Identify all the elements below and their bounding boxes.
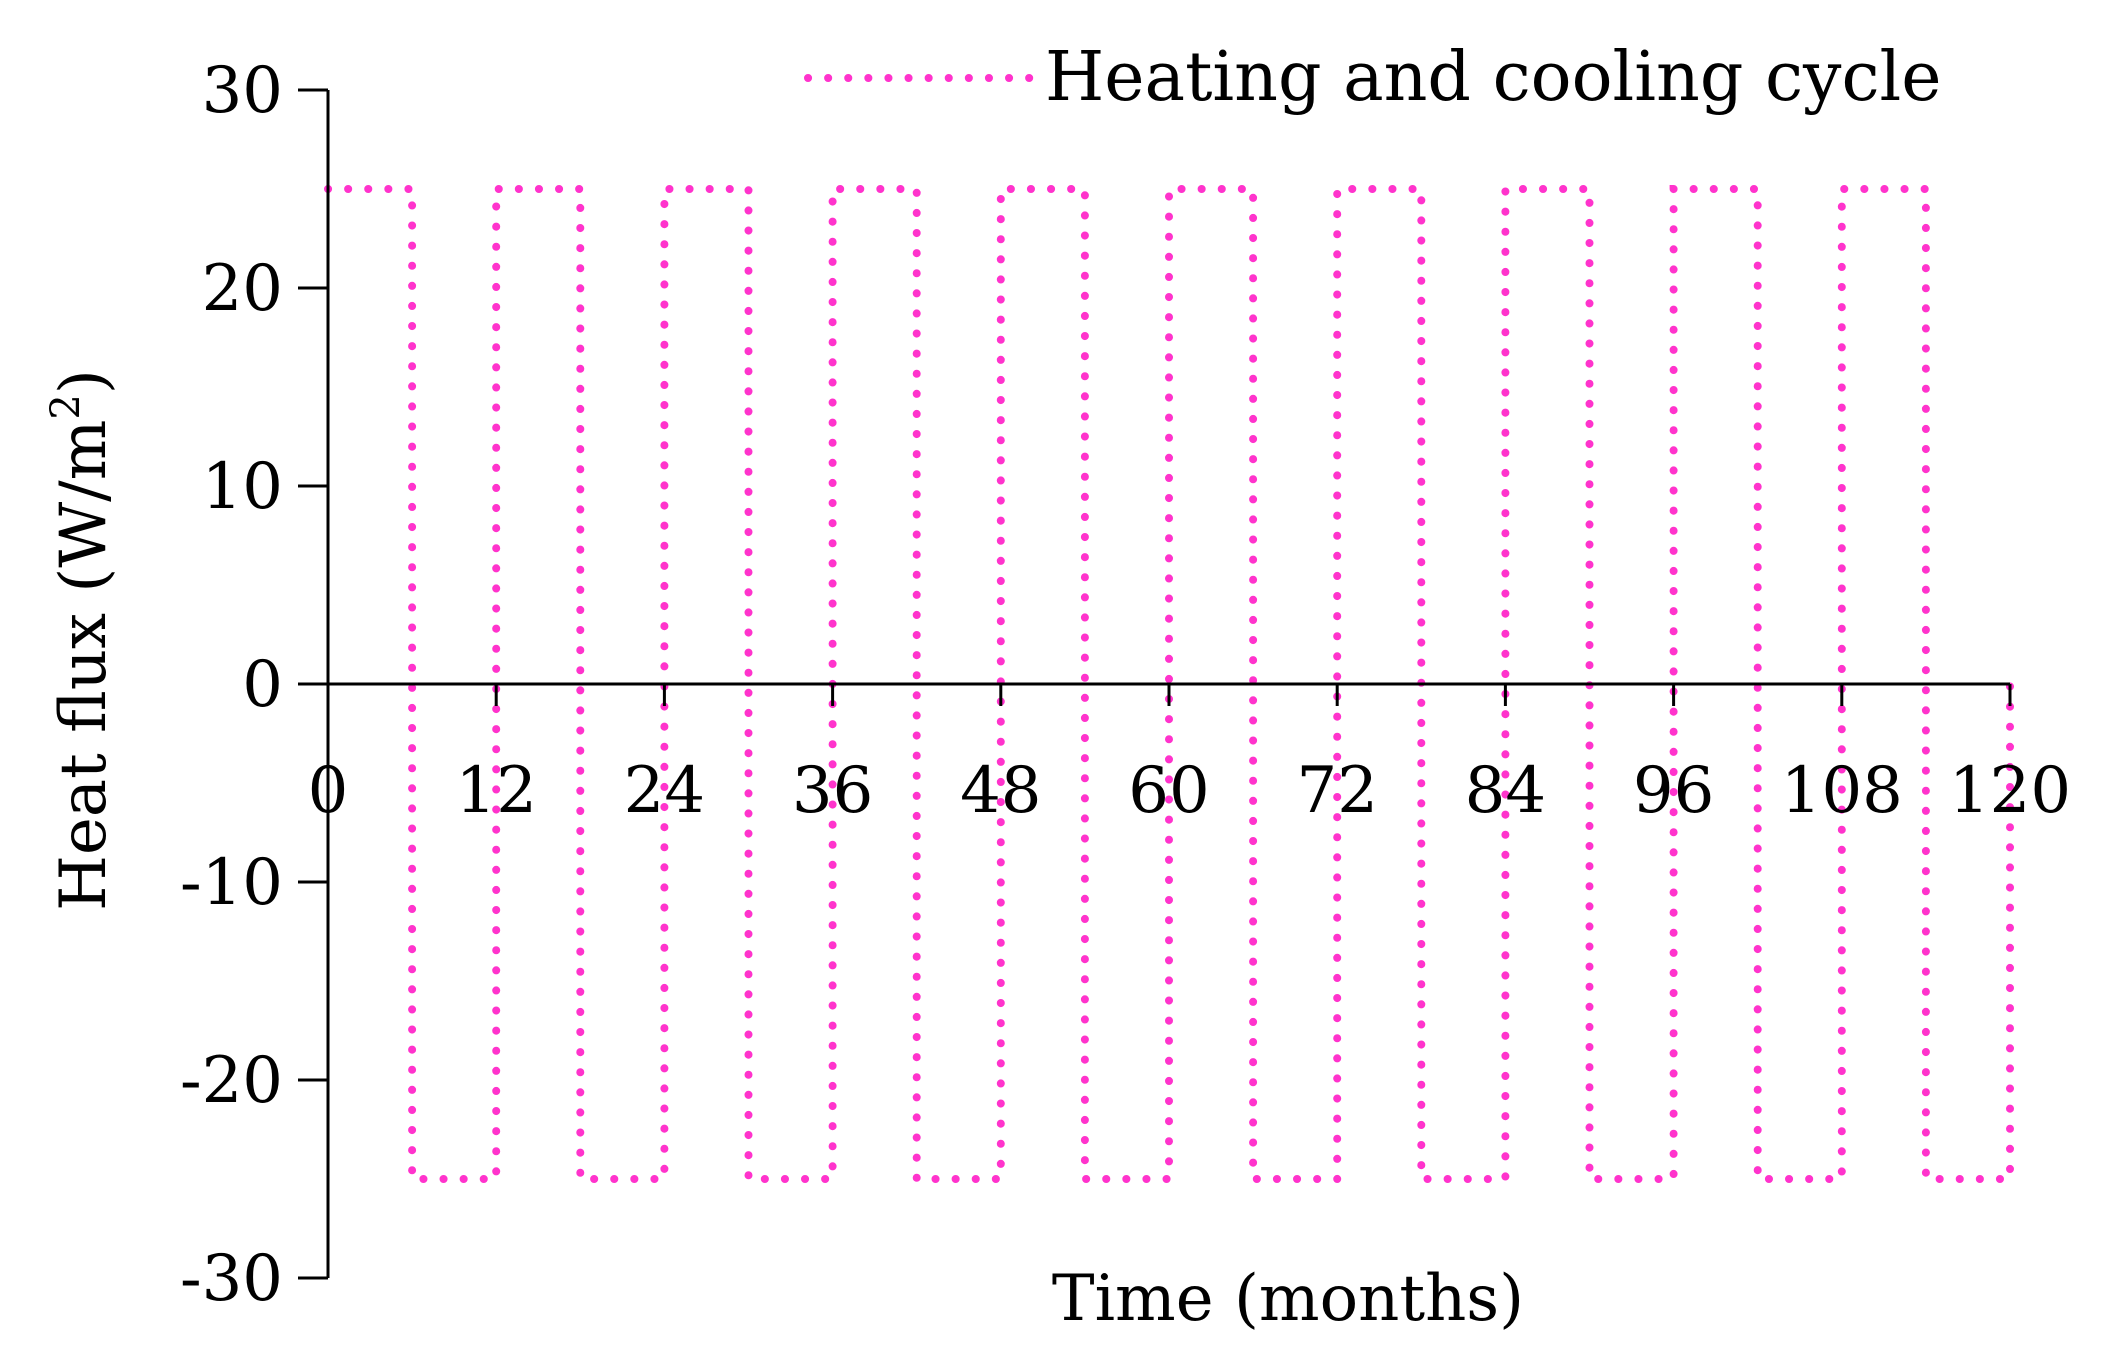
legend-label: Heating and cooling cycle bbox=[1045, 38, 1942, 117]
x-tick-label: 48 bbox=[960, 754, 1041, 828]
x-tick-label: 60 bbox=[1128, 754, 1209, 828]
series-layer bbox=[324, 185, 2014, 1183]
y-tick-label: -20 bbox=[180, 1044, 283, 1118]
x-tick-label: 108 bbox=[1781, 754, 1903, 828]
y-tick-label: 30 bbox=[202, 54, 283, 128]
y-axis-title: Heat flux (W/m2) bbox=[43, 369, 121, 911]
y-tick-label: -10 bbox=[180, 846, 283, 920]
x-tick-label: 12 bbox=[455, 754, 536, 828]
y-tick-label: 0 bbox=[242, 648, 283, 722]
labels-layer: 30 20 10 0 -10 -20 -30 0 12 24 36 48 60 72 84 96 108 120 T… bbox=[43, 54, 2071, 1336]
y-tick-label: 20 bbox=[202, 252, 283, 326]
legend: Heating and cooling cycle bbox=[804, 38, 1942, 117]
x-tick-label: 72 bbox=[1296, 754, 1377, 828]
x-tick-label: 0 bbox=[308, 754, 349, 828]
series-line-0 bbox=[324, 185, 2014, 1183]
x-tick-label: 96 bbox=[1633, 754, 1714, 828]
x-tick-label: 84 bbox=[1465, 754, 1546, 828]
x-axis-title: Time (months) bbox=[1052, 1262, 1524, 1336]
axes-layer bbox=[298, 88, 2012, 1280]
x-tick-label: 24 bbox=[624, 754, 705, 828]
x-tick-label: 36 bbox=[792, 754, 873, 828]
y-tick-label: -30 bbox=[180, 1242, 283, 1316]
x-tick-label: 120 bbox=[1949, 754, 2071, 828]
y-tick-label: 10 bbox=[202, 450, 283, 524]
